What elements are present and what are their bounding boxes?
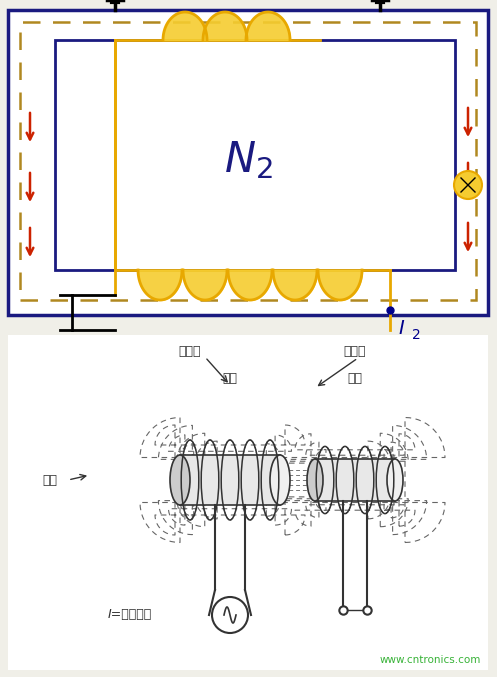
Bar xyxy=(8,10,488,315)
Bar xyxy=(315,459,395,501)
Text: 二次: 二次 xyxy=(347,372,362,385)
Circle shape xyxy=(212,597,248,633)
Text: 漏磁通: 漏磁通 xyxy=(179,345,201,358)
Circle shape xyxy=(454,171,482,199)
Text: 一次: 一次 xyxy=(223,372,238,385)
Text: www.cntronics.com: www.cntronics.com xyxy=(379,655,481,665)
Text: 磁场: 磁场 xyxy=(43,473,58,487)
Ellipse shape xyxy=(387,459,403,501)
Ellipse shape xyxy=(270,455,290,505)
Bar xyxy=(8,335,488,670)
Bar xyxy=(180,455,280,505)
Bar xyxy=(8,10,488,315)
Text: 2: 2 xyxy=(412,328,421,342)
Ellipse shape xyxy=(170,455,190,505)
Text: 互磁通: 互磁通 xyxy=(344,345,366,358)
Bar xyxy=(55,40,455,270)
Text: $N_2$: $N_2$ xyxy=(224,139,272,181)
Text: $I$: $I$ xyxy=(398,318,405,338)
Text: I=交流电路: I=交流电路 xyxy=(108,609,152,621)
Ellipse shape xyxy=(307,459,323,501)
Bar xyxy=(20,22,476,300)
